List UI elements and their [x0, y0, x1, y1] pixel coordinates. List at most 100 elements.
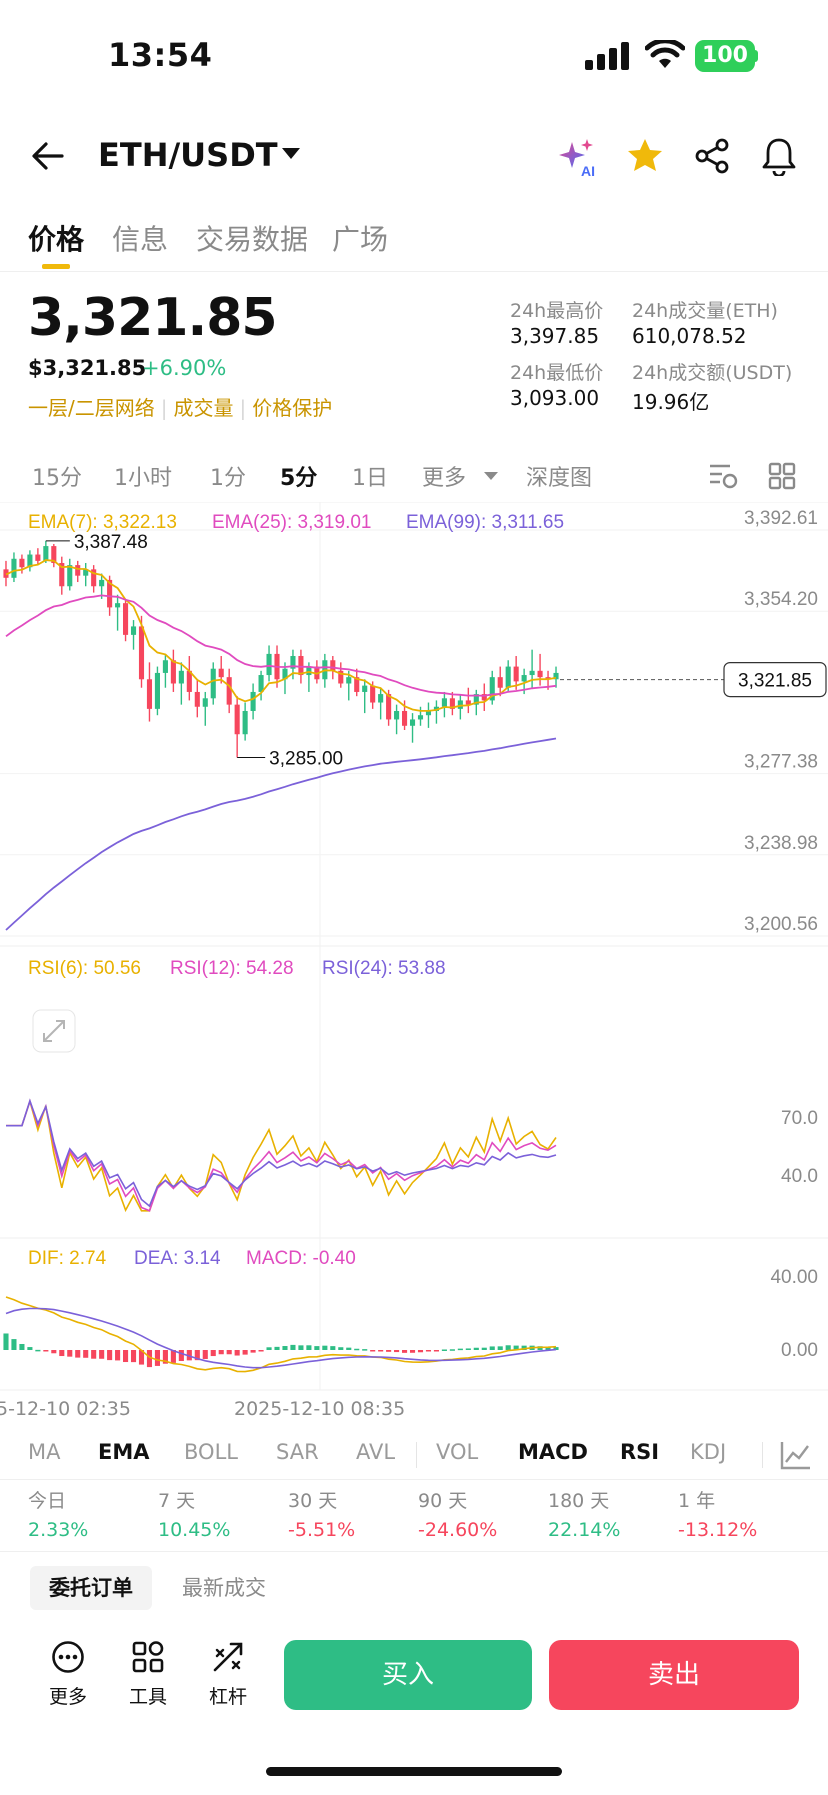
macd-bar [258, 1350, 264, 1352]
price-tick-label: 3,392.61 [744, 508, 818, 529]
ema7-label: EMA(7): 3,322.13 [28, 512, 177, 533]
rsi6-label: RSI(6): 50.56 [28, 958, 141, 979]
ai-sparkle-icon[interactable]: AI [556, 136, 600, 180]
leverage-button[interactable]: 杠杆 [198, 1640, 258, 1709]
macd-bar [11, 1339, 17, 1350]
macd-bar [154, 1350, 160, 1366]
candle [194, 691, 200, 707]
more-button[interactable]: 更多 [38, 1640, 98, 1709]
candle [202, 698, 208, 707]
more-dots-icon [52, 1641, 84, 1673]
interval-more[interactable]: 更多 [422, 466, 467, 491]
rsi-tick-70: 70.0 [781, 1108, 818, 1129]
interval-depth[interactable]: 深度图 [526, 466, 593, 491]
price-tick-label: 3,277.38 [744, 752, 818, 773]
candle [378, 694, 384, 703]
candle [386, 694, 392, 720]
candle [115, 603, 121, 608]
sell-button[interactable]: 卖出 [549, 1640, 799, 1710]
macd-bar [322, 1345, 328, 1350]
rsi24-line [6, 1098, 557, 1208]
buy-button[interactable]: 买入 [284, 1640, 532, 1710]
star-icon[interactable] [626, 137, 664, 175]
indicator-boll[interactable]: BOLL [184, 1440, 238, 1464]
price-change: +6.90% [142, 356, 227, 380]
tab-info[interactable]: 信息 [112, 223, 169, 256]
candle [130, 626, 137, 635]
pair-title[interactable]: ETH/USDT [98, 136, 278, 174]
expand-icon [43, 1020, 65, 1042]
indicator-avl[interactable]: AVL [356, 1440, 396, 1464]
perf-180d: 180 天 22.14% [548, 1490, 621, 1541]
candle [354, 677, 360, 692]
macd-bar [226, 1350, 232, 1355]
tab-latest-trades[interactable]: 最新成交 [182, 1576, 266, 1600]
macd-bar [417, 1350, 424, 1353]
indicator-ma[interactable]: MA [28, 1440, 61, 1464]
expand-chart-button[interactable] [32, 1009, 76, 1053]
candle [481, 694, 487, 701]
macd-bar [553, 1347, 559, 1350]
back-arrow-icon[interactable] [30, 138, 66, 174]
candle [218, 668, 224, 678]
macd-bar [178, 1350, 184, 1362]
candle [394, 710, 400, 720]
interval-1d[interactable]: 1日 [352, 466, 388, 491]
indicator-macd[interactable]: MACD [518, 1440, 588, 1464]
bell-icon[interactable] [760, 136, 798, 176]
macd-bar [338, 1347, 344, 1350]
macd-bar [394, 1350, 400, 1353]
tab-open-orders[interactable]: 委托订单 [30, 1566, 152, 1610]
tab-price[interactable]: 价格 [28, 223, 85, 256]
macd-bar [130, 1350, 137, 1363]
indicator-settings-icon[interactable] [780, 1440, 812, 1470]
tag-volume[interactable]: 成交量 [173, 396, 234, 420]
tab-trading-data[interactable]: 交易数据 [196, 223, 309, 256]
tools-grid-icon [132, 1641, 164, 1673]
indicator-vol[interactable]: VOL [436, 1440, 479, 1464]
interval-bar: 15分 1小时 1分 5分 1日 更多 深度图 [0, 456, 828, 502]
interval-5m[interactable]: 5分 [280, 466, 318, 491]
indicator-kdj[interactable]: KDJ [690, 1440, 727, 1464]
share-icon[interactable] [694, 138, 730, 174]
candle [107, 579, 113, 608]
candle [35, 554, 41, 561]
tag-layer-network[interactable]: 一层/二层网络 [28, 396, 155, 420]
candle [27, 554, 33, 568]
macd-bar [497, 1346, 503, 1350]
price-chart[interactable]: EMA(7): 3,322.13 EMA(25): 3,319.01 EMA(9… [0, 502, 828, 1402]
candle [226, 677, 232, 705]
candle [258, 675, 264, 692]
chart-settings-icon[interactable] [708, 462, 738, 490]
rsi12-label: RSI(12): 54.28 [170, 958, 294, 979]
tab-square[interactable]: 广场 [332, 223, 389, 256]
macd-bar [290, 1344, 296, 1350]
indicator-sar[interactable]: SAR [276, 1440, 319, 1464]
interval-1h[interactable]: 1小时 [114, 466, 172, 491]
tab-active-underline [42, 264, 70, 269]
last-price: 3,321.85 [28, 288, 278, 348]
macd-bar [433, 1350, 439, 1352]
tag-price-protection[interactable]: 价格保护 [252, 396, 333, 420]
candle [11, 558, 17, 578]
layout-grid-icon[interactable] [768, 462, 796, 490]
chevron-down-icon[interactable] [282, 148, 300, 159]
macd-bar [99, 1350, 105, 1359]
candle [170, 660, 176, 684]
tools-button[interactable]: 工具 [118, 1640, 178, 1709]
high-marker-label: 3,387.48 [74, 532, 148, 553]
perf-90d: 90 天 -24.60% [418, 1490, 498, 1541]
candle [123, 603, 129, 635]
price-tick-label: 3,200.56 [744, 914, 818, 935]
candle [465, 700, 471, 705]
ema25-line [5, 594, 557, 697]
status-time: 13:54 [108, 36, 213, 74]
interval-1m[interactable]: 1分 [210, 466, 246, 491]
candle [545, 677, 551, 680]
indicator-ema[interactable]: EMA [98, 1440, 150, 1464]
macd-bar [346, 1347, 352, 1350]
x-tick-1: 5-12-10 02:35 [0, 1398, 131, 1420]
indicator-rsi[interactable]: RSI [620, 1440, 660, 1464]
macd-bar [370, 1350, 376, 1352]
interval-15m[interactable]: 15分 [32, 466, 82, 491]
